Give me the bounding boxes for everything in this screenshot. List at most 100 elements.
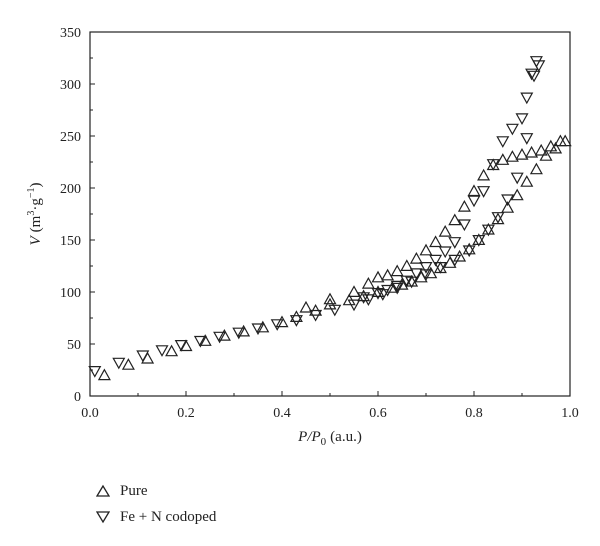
fe-n-codoped-data-point [112, 357, 126, 370]
pure-data-point [448, 213, 462, 226]
fe-n-codoped-data-point [289, 315, 303, 327]
fe-n-codoped-data-point [520, 133, 534, 145]
fe-n-codoped-data-point [371, 288, 385, 300]
fe-n-codoped-data-point [462, 245, 476, 258]
fe-n-codoped-data-point [457, 219, 471, 232]
scatter-chart: 0.0 0.2 0.4 0.6 0.8 1.0 0 50 100 150 200 250 300 350… [26, 26, 579, 448]
y-tick-label: 300 [60, 78, 81, 93]
legend-item-pure: Pure [96, 478, 216, 504]
pure-data-point [217, 328, 231, 341]
pure-data-point [549, 141, 563, 154]
pure-data-point [419, 243, 433, 256]
x-tick-label: 0.4 [273, 406, 291, 421]
y-axis-ticks: 0 50 100 150 200 250 300 350 [60, 26, 95, 405]
fe-n-codoped-data-point [347, 299, 361, 312]
pure-data-point [289, 310, 303, 322]
data-points [88, 56, 572, 381]
x-tick-label: 0.8 [465, 406, 483, 421]
fe-n-codoped-data-point [525, 68, 539, 81]
pure-data-point [409, 251, 423, 264]
fe-n-codoped-data-point [251, 323, 265, 336]
fe-n-codoped-data-point [448, 237, 462, 249]
pure-data-point [323, 292, 337, 305]
fe-n-codoped-data-point [529, 56, 543, 68]
x-tick-label: 1.0 [561, 406, 579, 421]
pure-data-point [462, 242, 476, 255]
pure-data-point [534, 143, 548, 156]
fe-n-codoped-data-point [438, 246, 452, 259]
pure-data-point [553, 134, 567, 147]
pure-data-point [165, 344, 179, 357]
pure-data-point [371, 285, 385, 297]
pure-data-point [97, 368, 111, 381]
pure-data-point [424, 266, 438, 279]
fe-n-codoped-data-point [448, 254, 462, 267]
fe-n-codoped-data-point [527, 70, 541, 83]
fe-n-codoped-data-point [481, 224, 495, 237]
pure-data-point [347, 285, 361, 297]
fe-n-codoped-data-point [409, 268, 423, 281]
pure-data-point [198, 334, 212, 346]
legend: Pure Fe + N codoped [96, 478, 216, 530]
x-tick-label: 0.6 [369, 406, 387, 421]
pure-data-point [357, 289, 371, 302]
pure-data-point [496, 153, 510, 165]
fe-n-codoped-data-point [400, 275, 414, 288]
pure-data-point [179, 339, 193, 352]
fe-n-codoped-data-point [232, 327, 246, 340]
pure-data-point [121, 358, 135, 370]
pure-data-point [505, 150, 519, 162]
pure-data-point [390, 264, 404, 277]
fe-n-codoped-data-point [357, 292, 371, 304]
y-tick-label: 50 [67, 338, 81, 353]
fe-n-codoped-data-point [309, 309, 323, 322]
pure-data-point [299, 300, 313, 313]
pure-data-point [453, 249, 467, 262]
pure-data-point [429, 235, 443, 248]
pure-data-point [438, 224, 452, 237]
x-axis-ticks: 0.0 0.2 0.4 0.6 0.8 1.0 [81, 391, 579, 421]
pure-data-point [395, 277, 409, 290]
fe-n-codoped-data-point [155, 345, 169, 357]
fe-n-codoped-data-point [486, 159, 500, 171]
pure-data-point [529, 162, 543, 175]
pure-data-point [457, 199, 471, 212]
fe-n-codoped-data-point [419, 269, 433, 282]
y-axis-label: V(m3·g−1) [26, 183, 44, 246]
y-tick-label: 100 [60, 286, 81, 301]
fe-n-codoped-data-point [472, 235, 486, 247]
fe-n-codoped-data-point [136, 350, 150, 363]
pure-data-point [237, 324, 251, 337]
pure-data-point [256, 320, 270, 333]
triangle-down-icon [96, 511, 110, 524]
y-tick-label: 200 [60, 182, 81, 197]
pure-data-point [477, 168, 491, 181]
fe-n-codoped-data-point [174, 340, 188, 352]
fe-n-codoped-data-point [467, 195, 481, 208]
y-tick-label: 250 [60, 130, 81, 145]
fe-n-codoped-data-point [429, 254, 443, 267]
fe-n-codoped-data-point [328, 304, 342, 317]
fe-n-codoped-data-point [433, 262, 447, 274]
pure-data-point [501, 201, 515, 213]
pure-data-point [520, 175, 534, 187]
fe-n-codoped-data-point [496, 136, 510, 148]
fe-n-codoped-data-point [193, 335, 207, 348]
fe-n-codoped-data-point [213, 331, 227, 344]
fe-n-codoped-data-point [491, 212, 505, 224]
legend-label-fe-n-codoped: Fe + N codoped [120, 508, 217, 525]
fe-n-codoped-data-point [390, 280, 404, 293]
fe-n-codoped-data-point [510, 172, 524, 185]
y-tick-label: 350 [60, 26, 81, 41]
x-tick-label: 0.0 [81, 406, 99, 421]
fe-n-codoped-data-point [88, 366, 102, 378]
fe-n-codoped-data-point [520, 92, 534, 105]
fe-n-codoped-data-point [501, 194, 515, 207]
fe-n-codoped-data-point [390, 282, 404, 295]
fe-n-codoped-data-point [477, 186, 491, 198]
fe-n-codoped-data-point [505, 123, 519, 136]
pure-data-point [510, 188, 524, 201]
pure-data-point [400, 259, 414, 271]
pure-data-point [361, 276, 375, 289]
y-tick-label: 150 [60, 234, 81, 249]
